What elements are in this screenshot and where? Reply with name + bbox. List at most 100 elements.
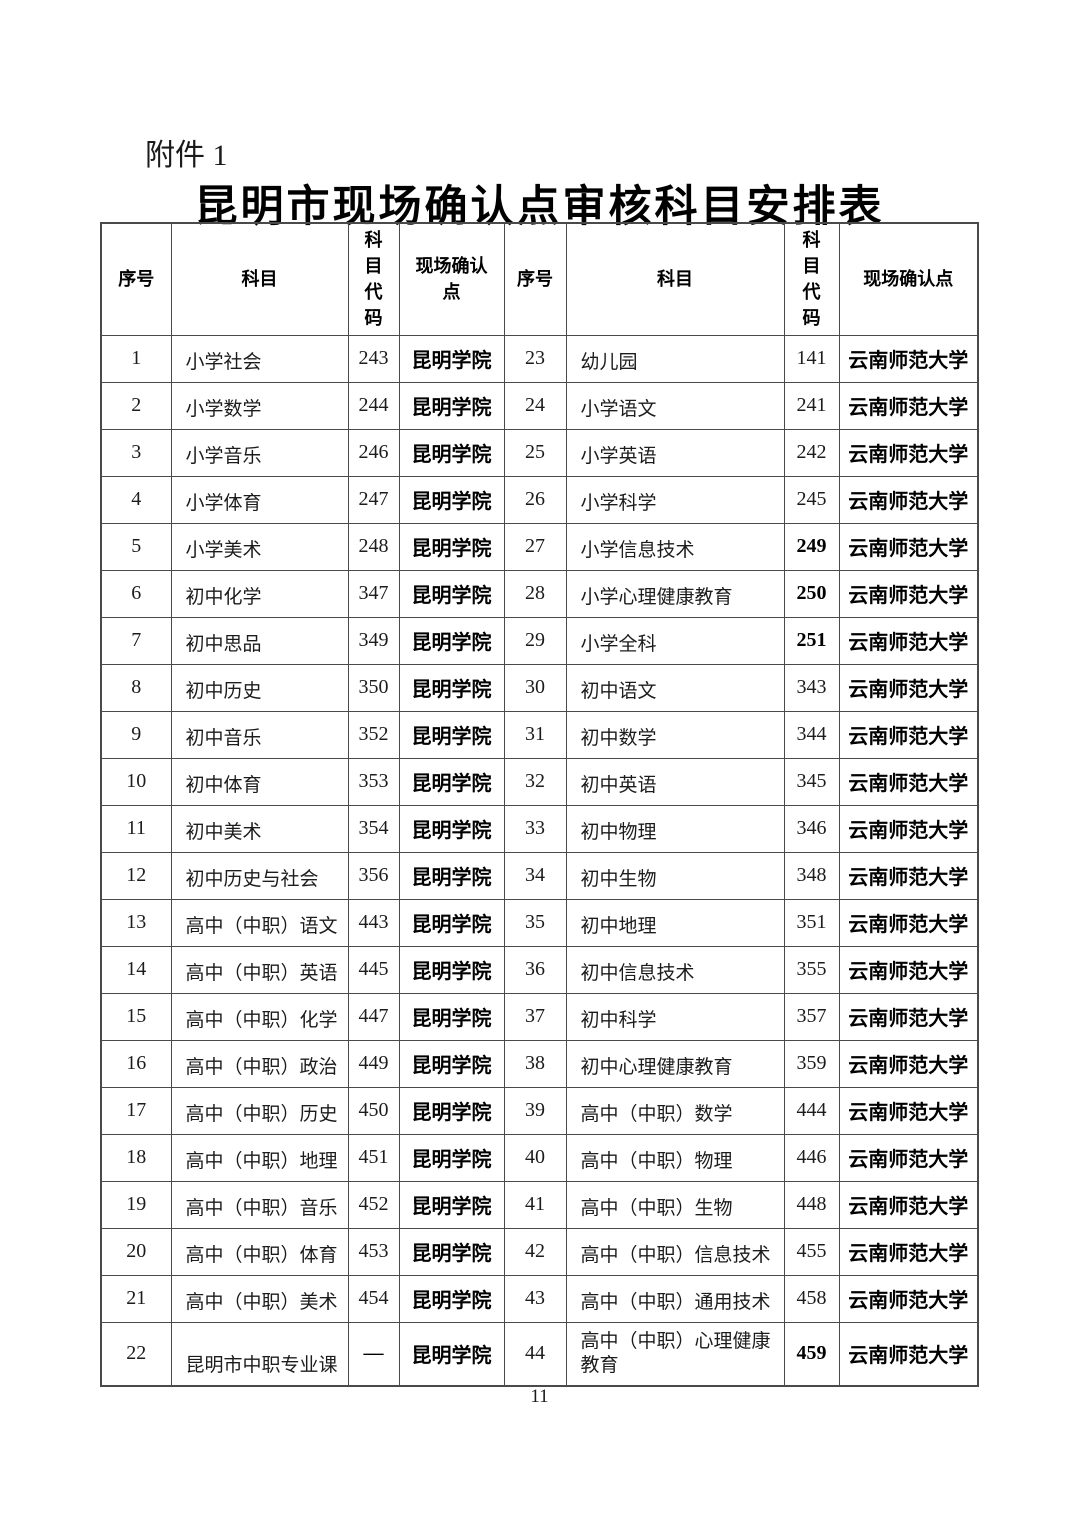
header-code-left: 科目代码	[347, 222, 400, 336]
index-cell-left: 14	[100, 945, 172, 994]
code-cell-left: 247	[347, 475, 400, 524]
code-cell-right: 251	[783, 616, 840, 665]
site-cell-left: 昆明学院	[398, 1274, 505, 1323]
subject-cell-left: 小学社会	[170, 334, 349, 383]
table-row: 18 高中（中职）地理 451 昆明学院 40 高中（中职）物理 446 云南师…	[100, 1133, 979, 1182]
subject-table: 序号 科目 科目代码 现场确认点 序号 科目 科目代码 现场确认点 1 小学社会…	[100, 222, 979, 1387]
site-cell-left: 昆明学院	[398, 569, 505, 618]
site-cell-left: 昆明学院	[398, 428, 505, 477]
subject-cell-left: 高中（中职）音乐	[170, 1180, 349, 1229]
index-cell-right: 35	[503, 898, 567, 947]
subject-cell-left: 初中思品	[170, 616, 349, 665]
site-cell-right: 云南师范大学	[838, 898, 979, 947]
subject-cell-left: 初中美术	[170, 804, 349, 853]
subject-cell-right: 初中科学	[565, 992, 785, 1041]
site-cell-left: 昆明学院	[398, 757, 505, 806]
header-subject-right: 科目	[565, 222, 785, 336]
subject-cell-right: 小学语文	[565, 381, 785, 430]
code-cell-right: 446	[783, 1133, 840, 1182]
index-cell-left: 1	[100, 334, 172, 383]
index-cell-right: 30	[503, 663, 567, 712]
site-cell-right: 云南师范大学	[838, 334, 979, 383]
code-cell-left: 443	[347, 898, 400, 947]
site-cell-left: 昆明学院	[398, 663, 505, 712]
subject-cell-right: 初中英语	[565, 757, 785, 806]
code-cell-right: 459	[783, 1321, 840, 1387]
site-cell-left: 昆明学院	[398, 804, 505, 853]
code-cell-left: 451	[347, 1133, 400, 1182]
code-cell-left: 445	[347, 945, 400, 994]
code-cell-left: 453	[347, 1227, 400, 1276]
site-cell-left: 昆明学院	[398, 334, 505, 383]
table-row: 13 高中（中职）语文 443 昆明学院 35 初中地理 351 云南师范大学	[100, 898, 979, 947]
site-cell-right: 云南师范大学	[838, 569, 979, 618]
code-cell-left: 243	[347, 334, 400, 383]
site-cell-right: 云南师范大学	[838, 1133, 979, 1182]
site-cell-left: 昆明学院	[398, 1180, 505, 1229]
table-row: 5 小学美术 248 昆明学院 27 小学信息技术 249 云南师范大学	[100, 522, 979, 571]
index-cell-right: 28	[503, 569, 567, 618]
index-cell-right: 34	[503, 851, 567, 900]
table-row: 7 初中思品 349 昆明学院 29 小学全科 251 云南师范大学	[100, 616, 979, 665]
site-cell-left: 昆明学院	[398, 1086, 505, 1135]
table-row: 14 高中（中职）英语 445 昆明学院 36 初中信息技术 355 云南师范大…	[100, 945, 979, 994]
subject-cell-right: 幼儿园	[565, 334, 785, 383]
site-cell-right: 云南师范大学	[838, 1274, 979, 1323]
index-cell-right: 31	[503, 710, 567, 759]
code-cell-left: 350	[347, 663, 400, 712]
index-cell-right: 29	[503, 616, 567, 665]
index-cell-right: 38	[503, 1039, 567, 1088]
table-row: 9 初中音乐 352 昆明学院 31 初中数学 344 云南师范大学	[100, 710, 979, 759]
site-cell-left: 昆明学院	[398, 1039, 505, 1088]
site-cell-right: 云南师范大学	[838, 1321, 979, 1387]
site-cell-right: 云南师范大学	[838, 1086, 979, 1135]
site-cell-right: 云南师范大学	[838, 1227, 979, 1276]
code-cell-left: 447	[347, 992, 400, 1041]
site-cell-left: 昆明学院	[398, 898, 505, 947]
code-cell-right: 245	[783, 475, 840, 524]
site-cell-right: 云南师范大学	[838, 522, 979, 571]
subject-cell-left: 初中化学	[170, 569, 349, 618]
subject-cell-right: 高中（中职）数学	[565, 1086, 785, 1135]
code-cell-left: 356	[347, 851, 400, 900]
subject-cell-left: 小学数学	[170, 381, 349, 430]
site-cell-right: 云南师范大学	[838, 428, 979, 477]
index-cell-right: 27	[503, 522, 567, 571]
code-cell-left: —	[347, 1321, 400, 1387]
site-cell-left: 昆明学院	[398, 381, 505, 430]
code-cell-right: 357	[783, 992, 840, 1041]
subject-cell-right: 初中信息技术	[565, 945, 785, 994]
header-subject-left: 科目	[170, 222, 349, 336]
subject-cell-right: 高中（中职）生物	[565, 1180, 785, 1229]
table-row: 19 高中（中职）音乐 452 昆明学院 41 高中（中职）生物 448 云南师…	[100, 1180, 979, 1229]
subject-cell-right: 初中物理	[565, 804, 785, 853]
code-cell-right: 344	[783, 710, 840, 759]
subject-cell-left: 高中（中职）体育	[170, 1227, 349, 1276]
index-cell-left: 2	[100, 381, 172, 430]
site-cell-left: 昆明学院	[398, 616, 505, 665]
index-cell-right: 24	[503, 381, 567, 430]
subject-cell-left: 高中（中职）政治	[170, 1039, 349, 1088]
index-cell-left: 20	[100, 1227, 172, 1276]
table-row: 21 高中（中职）美术 454 昆明学院 43 高中（中职）通用技术 458 云…	[100, 1274, 979, 1323]
index-cell-left: 11	[100, 804, 172, 853]
index-cell-right: 37	[503, 992, 567, 1041]
subject-cell-left: 高中（中职）英语	[170, 945, 349, 994]
index-cell-left: 8	[100, 663, 172, 712]
subject-cell-left: 小学美术	[170, 522, 349, 571]
site-cell-left: 昆明学院	[398, 992, 505, 1041]
code-cell-right: 346	[783, 804, 840, 853]
attachment-label: 附件 1	[145, 139, 228, 172]
index-cell-left: 3	[100, 428, 172, 477]
site-cell-left: 昆明学院	[398, 522, 505, 571]
index-cell-left: 21	[100, 1274, 172, 1323]
subject-cell-left: 初中音乐	[170, 710, 349, 759]
table-row: 8 初中历史 350 昆明学院 30 初中语文 343 云南师范大学	[100, 663, 979, 712]
code-cell-left: 244	[347, 381, 400, 430]
table-row: 22 昆明市中职专业课 — 昆明学院 44 高中（中职）心理健康教育 459 云…	[100, 1321, 979, 1387]
index-cell-right: 23	[503, 334, 567, 383]
site-cell-right: 云南师范大学	[838, 757, 979, 806]
subject-cell-left: 昆明市中职专业课	[170, 1321, 349, 1387]
code-cell-left: 246	[347, 428, 400, 477]
site-cell-right: 云南师范大学	[838, 1180, 979, 1229]
